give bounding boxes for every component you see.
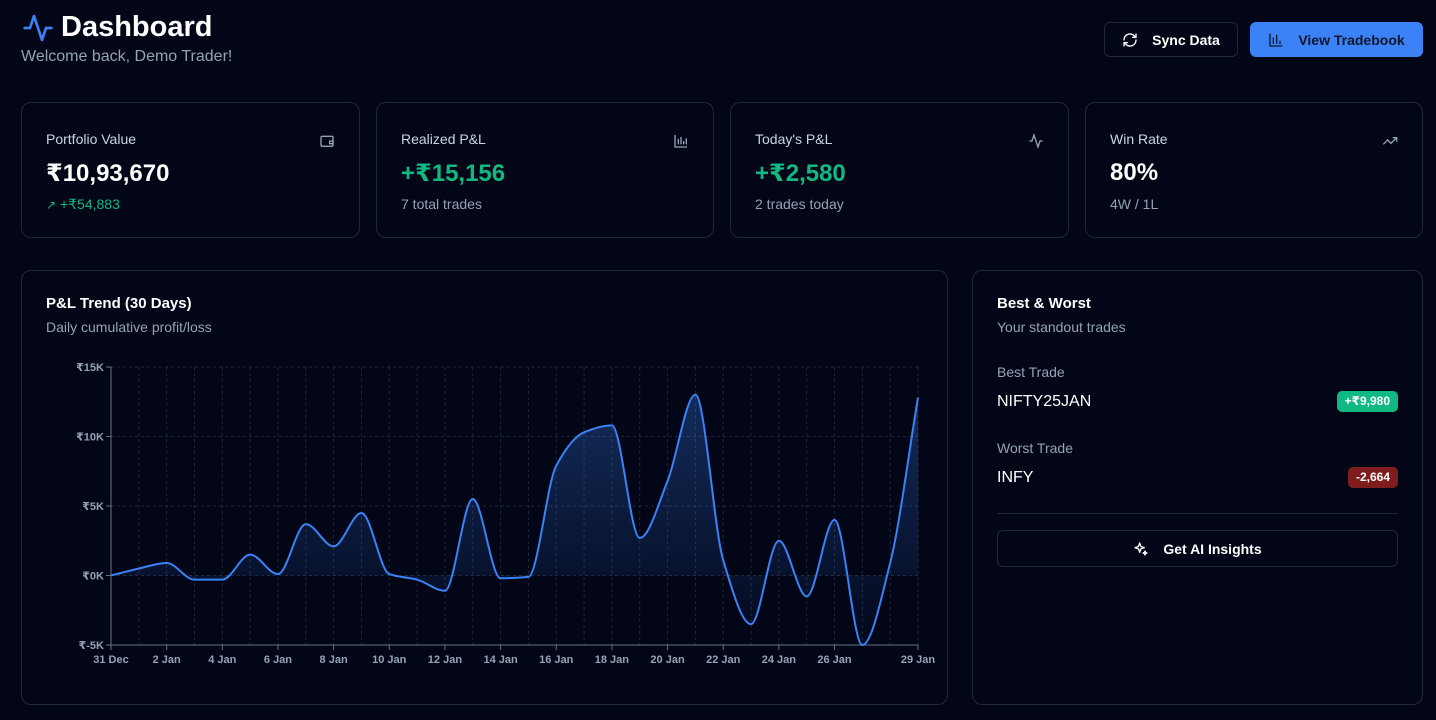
- chart-title: P&L Trend (30 Days): [46, 295, 192, 312]
- best-pnl: +₹9,980: [1336, 391, 1398, 412]
- x-tick-label: 22 Jan: [706, 654, 741, 666]
- chart: ₹-5K ₹0K ₹5K ₹10K ₹15K 31 Dec 2 Jan 4 Jan 6 Jan 8…: [76, 362, 936, 666]
- tradebook-label: View Tradebook: [1298, 31, 1405, 48]
- stat-detail: 4W / 1L: [1110, 196, 1159, 212]
- ai-insights-label: Get AI Insights: [1163, 540, 1262, 557]
- stat-label: Today's P&L: [755, 131, 833, 147]
- y-tick-label: ₹-5K: [79, 640, 104, 652]
- chart-card: P&L Trend (30 Days) Daily cumulative pro…: [21, 270, 948, 705]
- worst-pnl: -2,664: [1347, 467, 1398, 488]
- logo-icon: [23, 14, 53, 42]
- highlights-subtitle: Your standout trades: [997, 319, 1126, 335]
- x-tick-label: 31 Dec: [93, 654, 128, 666]
- x-tick-label: 29 Jan: [901, 654, 936, 666]
- activity-icon: [1029, 133, 1043, 149]
- x-tick-label: 10 Jan: [372, 654, 407, 666]
- wallet-icon: [320, 135, 334, 147]
- trend-icon: [1382, 137, 1398, 145]
- stat-value: ₹10,93,670: [46, 160, 170, 187]
- y-tick-label: ₹10K: [76, 432, 104, 444]
- x-tick-label: 26 Jan: [817, 654, 852, 666]
- x-tick-label: 12 Jan: [428, 654, 463, 666]
- x-tick-label: 16 Jan: [539, 654, 574, 666]
- stat-value: 80%: [1110, 159, 1159, 186]
- y-tick-label: ₹5K: [82, 501, 104, 513]
- worst-label: Worst Trade: [997, 440, 1073, 456]
- stat-detail-text: +₹54,883: [59, 196, 120, 212]
- x-tick-label: 14 Jan: [483, 654, 518, 666]
- stat-label: Realized P&L: [401, 131, 486, 147]
- stat-card: Realized P&L +₹15,156 7 total trades: [376, 102, 714, 238]
- worst-symbol: INFY: [997, 469, 1034, 486]
- stat-value: +₹2,580: [755, 160, 846, 187]
- x-tick-label: 6 Jan: [264, 654, 292, 666]
- divider: [997, 513, 1398, 514]
- best-symbol: NIFTY25JAN: [997, 393, 1092, 410]
- stat-card: Today's P&L +₹2,580 2 trades today: [730, 102, 1069, 238]
- x-tick-label: 2 Jan: [153, 654, 181, 666]
- stat-detail: 2 trades today: [755, 196, 844, 212]
- x-tick-label: 8 Jan: [320, 654, 348, 666]
- page-subtitle: Welcome back, Demo Trader!: [21, 48, 233, 65]
- y-tick-label: ₹0K: [82, 571, 104, 583]
- stat-detail: 7 total trades: [401, 196, 482, 212]
- best-label: Best Trade: [997, 364, 1065, 380]
- page-title: Dashboard: [61, 11, 213, 43]
- chart-subtitle: Daily cumulative profit/loss: [46, 319, 212, 335]
- x-tick-label: 4 Jan: [208, 654, 236, 666]
- ai-insights-button[interactable]: Get AI Insights: [997, 530, 1398, 567]
- sync-label: Sync Data: [1152, 31, 1220, 48]
- sync-button[interactable]: Sync Data: [1104, 22, 1238, 57]
- x-tick-label: 20 Jan: [650, 654, 685, 666]
- x-tick-label: 18 Jan: [595, 654, 630, 666]
- line: [110, 393, 919, 647]
- stat-label: Portfolio Value: [46, 131, 137, 147]
- tradebook-icon: [1269, 32, 1283, 47]
- highlights-title: Best & Worst: [997, 295, 1091, 312]
- stat-card: Portfolio Value ₹10,93,670 ↗ +₹54,883: [21, 102, 360, 238]
- sparkles-icon: [1134, 541, 1149, 556]
- stat-value: +₹15,156: [401, 160, 506, 187]
- stat-detail: ↗ +₹54,883: [46, 196, 120, 212]
- area: [111, 394, 918, 645]
- highlights-card: Best & Worst Your standout trades Best T…: [972, 270, 1423, 705]
- sync-icon: [1123, 32, 1137, 47]
- stat-label: Win Rate: [1110, 131, 1168, 147]
- x-tick-label: 24 Jan: [762, 654, 797, 666]
- tradebook-button[interactable]: View Tradebook: [1250, 22, 1423, 57]
- bars-icon: [674, 135, 687, 148]
- stat-card: Win Rate 80% 4W / 1L: [1085, 102, 1423, 238]
- y-tick-label: ₹15K: [76, 362, 104, 374]
